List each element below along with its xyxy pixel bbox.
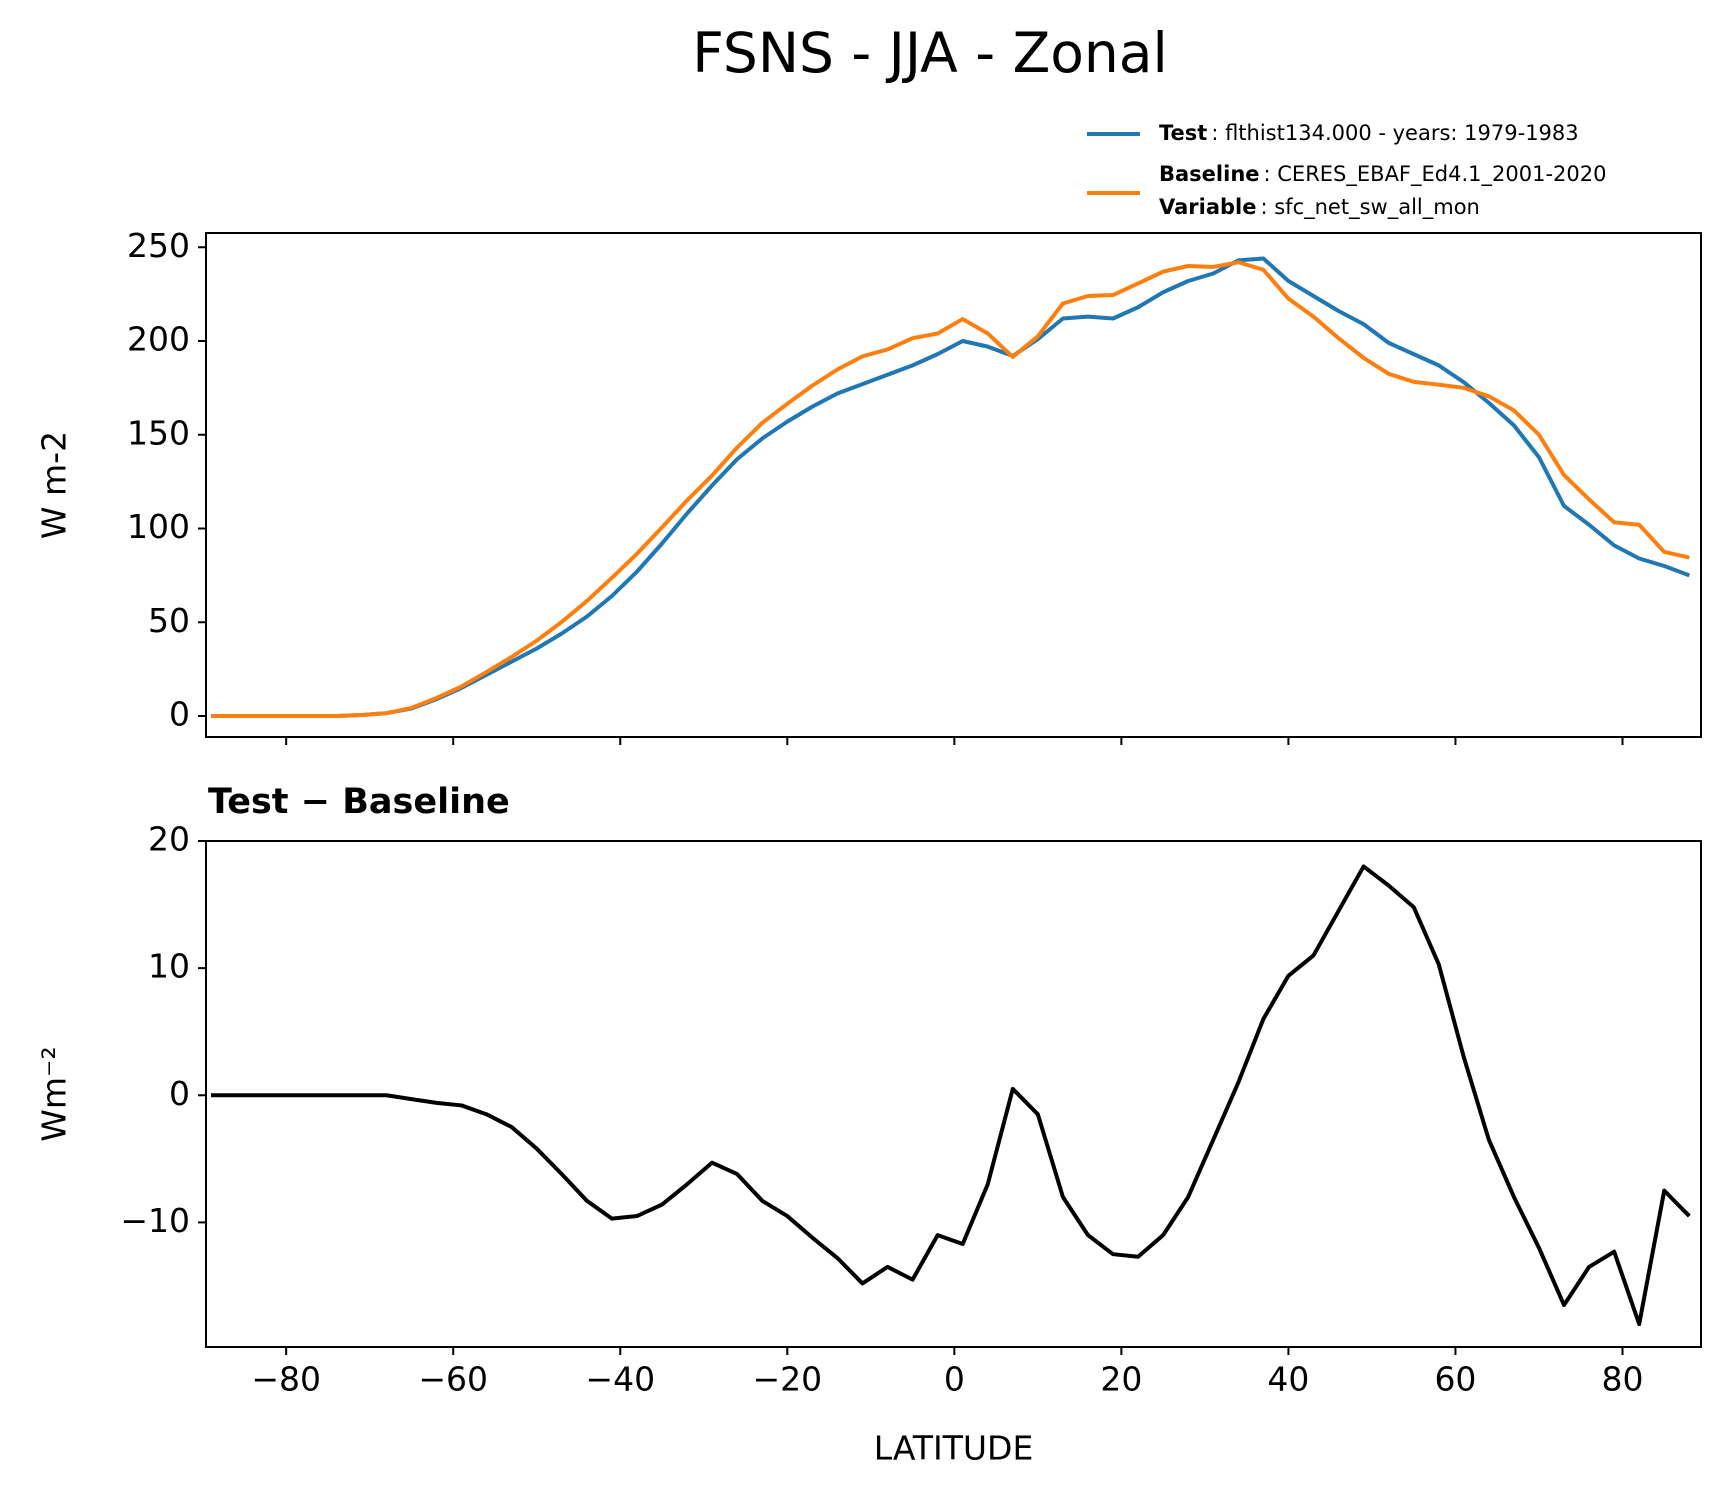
- y-tick-label: 10: [148, 947, 190, 986]
- y-axis-label: Wm⁻²: [35, 1046, 74, 1141]
- y-tick-label: 50: [148, 601, 190, 640]
- x-tick-label: 0: [944, 1360, 965, 1399]
- legend-key: Baseline: [1159, 162, 1260, 186]
- figure-title: FSNS - JJA - Zonal: [692, 21, 1168, 85]
- plot-frame: [205, 840, 1702, 1348]
- legend-entry: Baseline: CERES_EBAF_Ed4.1_2001-2020: [1159, 162, 1606, 187]
- legend-entry: Variable: sfc_net_sw_all_mon: [1159, 195, 1480, 220]
- y-tick-label: 0: [169, 695, 190, 734]
- legend-text: : flthist134.000 - years: 1979-1983: [1211, 121, 1578, 145]
- y-tick-label: 200: [127, 320, 190, 359]
- plot-frame: [205, 232, 1702, 738]
- legend-text: : sfc_net_sw_all_mon: [1260, 195, 1479, 220]
- x-axis-label: LATITUDE: [874, 1429, 1034, 1468]
- x-tick-label: 40: [1267, 1360, 1309, 1399]
- x-tick-label: 20: [1100, 1360, 1142, 1399]
- y-axis-label: W m-2: [35, 431, 74, 539]
- y-tick-label: 20: [148, 820, 190, 859]
- subplot-title: Test − Baseline: [208, 782, 510, 822]
- data-line: [211, 260, 1690, 718]
- x-tick-label: 60: [1434, 1360, 1476, 1399]
- x-tick-label: −60: [418, 1360, 488, 1399]
- y-tick-label: 150: [127, 413, 190, 452]
- y-tick-label: 0: [169, 1074, 190, 1113]
- legend-text: : CERES_EBAF_Ed4.1_2001-2020: [1264, 162, 1607, 187]
- x-tick-label: −80: [251, 1360, 321, 1399]
- x-tick-label: −40: [585, 1360, 655, 1399]
- legend-key: Variable: [1159, 195, 1256, 219]
- x-tick-label: −20: [752, 1360, 822, 1399]
- x-tick-label: 80: [1601, 1360, 1643, 1399]
- y-tick-label: 250: [127, 226, 190, 265]
- y-tick-label: 100: [127, 507, 190, 546]
- legend-key: Test: [1159, 121, 1207, 145]
- legend-entry: Test: flthist134.000 - years: 1979-1983: [1159, 121, 1579, 145]
- y-tick-label: −10: [120, 1201, 190, 1240]
- data-line: [211, 864, 1691, 1327]
